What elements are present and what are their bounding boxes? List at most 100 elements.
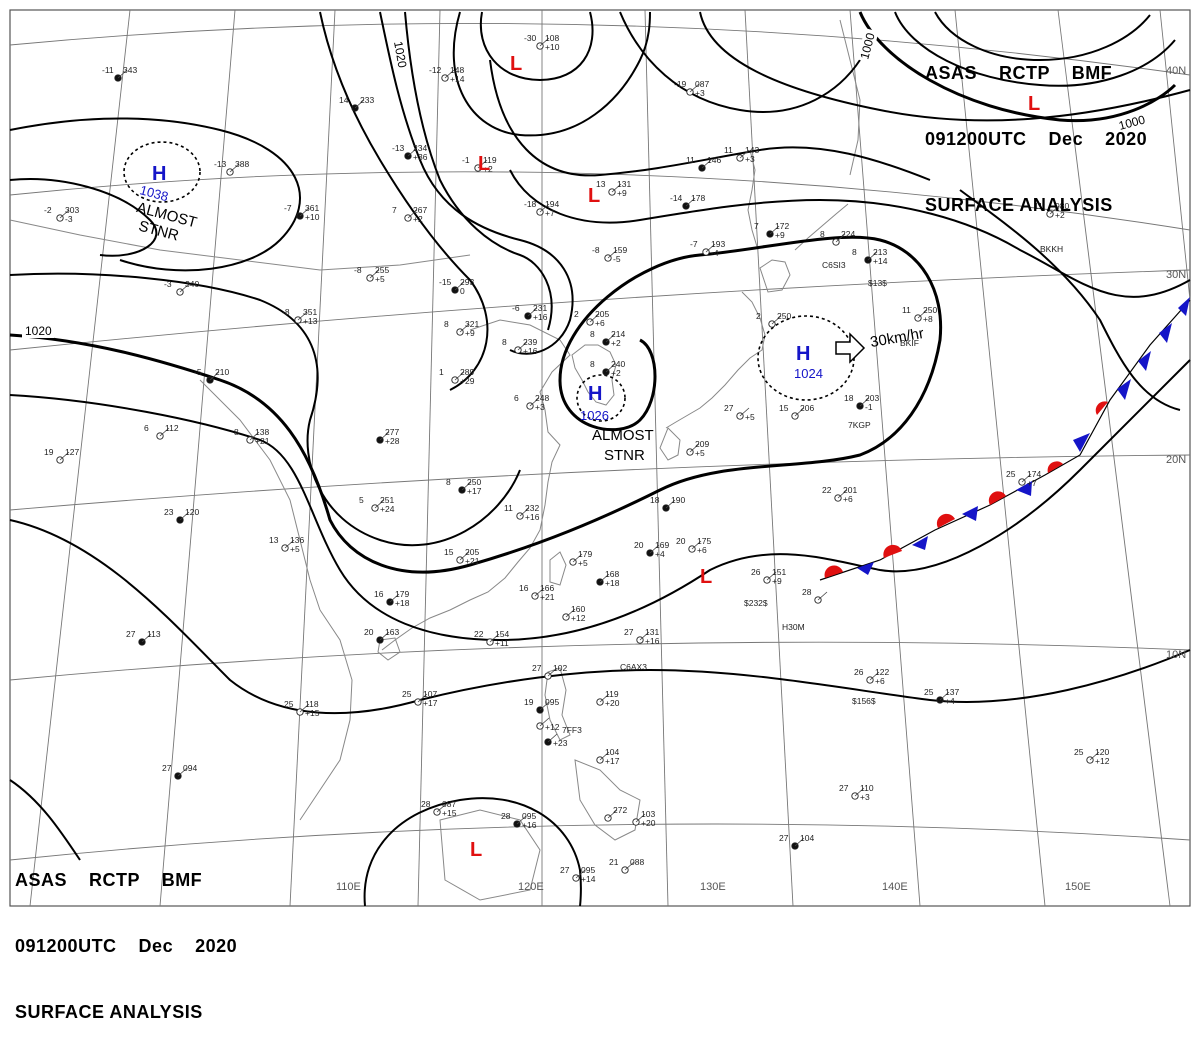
station-plot: 27 102 [532, 663, 567, 680]
station-temperature: 25 [284, 699, 294, 709]
station-pressure-tendency: +20 [641, 818, 656, 828]
station-plot: -7 193-4 [690, 239, 725, 258]
isobar [489, 59, 931, 181]
station-pressure: 168 [605, 569, 619, 579]
isobar [9, 272, 521, 547]
wind-barb-icon [611, 183, 622, 193]
station-pressure: 251 [380, 495, 394, 505]
wind-barb-icon [869, 671, 880, 681]
high-ring-1026 [576, 374, 626, 422]
station-plot: 1 289+29 [439, 367, 475, 386]
graticule [9, 9, 1191, 907]
station-pressure: 136 [290, 535, 304, 545]
wind-barb-icon [547, 733, 558, 743]
station-temperature: 8 [590, 359, 595, 369]
lon-label: 130E [700, 881, 726, 893]
wind-barb-icon [837, 489, 848, 499]
station-temperature: -30 [524, 33, 537, 43]
wind-barb-icon [867, 251, 878, 261]
station-plot: 8 240+2 [590, 359, 625, 378]
station-pressure: 210 [215, 367, 229, 377]
wind-barb-icon [665, 499, 676, 509]
station-pressure-tendency: -3 [65, 214, 73, 224]
station-plot: -8 351+13 [282, 307, 318, 326]
station-temperature: 18 [650, 495, 660, 505]
station-plot: 5 251+24 [359, 495, 395, 514]
map-frame [9, 9, 1191, 907]
station-plot: 8 138+21 [234, 427, 270, 446]
station-plot: 15 205+21 [444, 547, 480, 566]
sakhalin [747, 149, 759, 251]
wind-barb-icon [461, 481, 472, 491]
wind-barb-icon [794, 837, 805, 847]
station-plot: 8 214+2 [590, 329, 625, 348]
motion-arrow [835, 332, 866, 364]
wind-barb-icon [179, 511, 190, 521]
chart-header-top: ASAS RCTP BMF 091200UTC Dec 2020 SURFACE… [925, 18, 1147, 238]
low-center-letter: L [588, 185, 600, 207]
isobar-label: 1020 [391, 40, 409, 69]
station-pressure: 131 [645, 627, 659, 637]
station-temperature: 28 [421, 799, 431, 809]
isobar [9, 779, 81, 861]
station-pressure-tendency: +16 [533, 312, 548, 322]
station-pressure-tendency: +5 [578, 558, 588, 568]
station-plot: 18 190 [650, 495, 685, 512]
wind-barb-icon [299, 207, 310, 217]
station-pressure-tendency: +6 [875, 676, 885, 686]
latitude-lines [9, 22, 1191, 861]
station-plot: 13 131+9 [596, 179, 631, 198]
station-pressure: 250 [923, 305, 937, 315]
station-pressure-tendency: +24 [380, 504, 395, 514]
station-pressure: 169 [655, 540, 669, 550]
station-pressure-tendency: +11 [495, 638, 509, 648]
wind-barb-icon [599, 693, 610, 703]
station-pressure-tendency: +5 [745, 412, 755, 422]
wind-barb-icon [589, 313, 600, 323]
station-temperature: 26 [751, 567, 761, 577]
station-plot: -14 178 [670, 193, 705, 210]
wind-barb-icon [209, 371, 220, 381]
station-temperature: 26 [854, 667, 864, 677]
station-temperature: 8 [446, 477, 451, 487]
station-plot: 26 122+6 [854, 667, 889, 686]
station-pressure: 388 [235, 159, 249, 169]
wind-barb-icon [1089, 751, 1100, 761]
lat-label: 10N [1166, 649, 1186, 661]
lat-label: 30N [1166, 269, 1186, 281]
station-pressure: 203 [865, 393, 879, 403]
station-temperature: 27 [162, 763, 172, 773]
high-center-letter: H [588, 383, 602, 405]
almost-stationary-label: ALMOST [592, 427, 654, 444]
station-plot: 25 137+4 [924, 687, 959, 706]
station-temperature: 14 [339, 95, 349, 105]
low-center-letter: L [470, 839, 482, 861]
almost-stationary-label: STNR [604, 447, 645, 464]
station-pressure: 138 [255, 427, 269, 437]
station-plot: 27 +5 [724, 403, 755, 422]
cold-triangle [1138, 351, 1151, 371]
station-temperature: 8 [590, 329, 595, 339]
wind-barb-icon [389, 593, 400, 603]
station-plot: 11 232+16 [504, 503, 540, 522]
wind-barb-icon [605, 333, 616, 343]
wind-barb-icon [639, 631, 650, 641]
station-pressure: 209 [695, 439, 709, 449]
station-plot: -30 108+10 [524, 33, 560, 52]
isobar [9, 178, 158, 257]
station-pressure: 343 [123, 65, 137, 75]
cold-triangle [857, 562, 874, 575]
wind-barb-icon [565, 608, 576, 618]
station-temperature: 20 [364, 627, 374, 637]
station-pressure-tendency: +9 [775, 230, 785, 240]
station-temperature: 25 [924, 687, 934, 697]
station-temperature: 28 [802, 587, 812, 597]
station-temperature: 27 [560, 865, 570, 875]
cold-triangle [912, 536, 928, 550]
station-pressure-tendency: +12 [571, 613, 586, 623]
wind-barb-icon [605, 363, 616, 373]
wind-barb-icon [689, 443, 700, 453]
station-temperature: 5 [359, 495, 364, 505]
wind-barb-icon [705, 243, 716, 253]
